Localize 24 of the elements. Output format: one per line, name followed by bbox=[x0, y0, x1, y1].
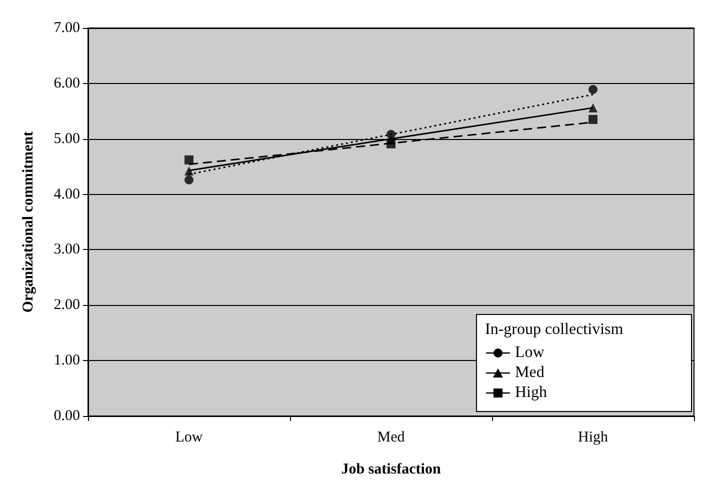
y-tick-label: 3.00 bbox=[54, 242, 80, 258]
point bbox=[386, 130, 396, 139]
y-tick-label: 2.00 bbox=[54, 297, 80, 314]
y-axis-title: Organizational commitment bbox=[20, 131, 36, 313]
y-tick-label: 4.00 bbox=[54, 186, 80, 202]
point bbox=[184, 155, 194, 164]
point bbox=[588, 85, 598, 94]
y-tick-label: 6.00 bbox=[54, 75, 80, 92]
y-tick-label: 0.00 bbox=[54, 408, 80, 424]
legend-label: Med bbox=[515, 364, 544, 382]
legend-label: High bbox=[515, 384, 547, 402]
legend-title: In-group collectivism bbox=[485, 320, 624, 340]
point bbox=[588, 103, 598, 112]
y-tick-label: 1.00 bbox=[54, 352, 80, 369]
y-tick-label: 7.00 bbox=[54, 20, 80, 36]
x-axis-title: Job satisfaction bbox=[341, 462, 442, 478]
x-tick-label: High bbox=[578, 430, 608, 446]
point bbox=[588, 114, 598, 124]
x-tick-label: Low bbox=[175, 430, 203, 446]
y-tick-label: 5.00 bbox=[54, 130, 80, 147]
point bbox=[184, 175, 194, 184]
point bbox=[184, 166, 194, 176]
legend-label: Low bbox=[515, 344, 544, 362]
x-tick-label: Med bbox=[377, 430, 406, 446]
